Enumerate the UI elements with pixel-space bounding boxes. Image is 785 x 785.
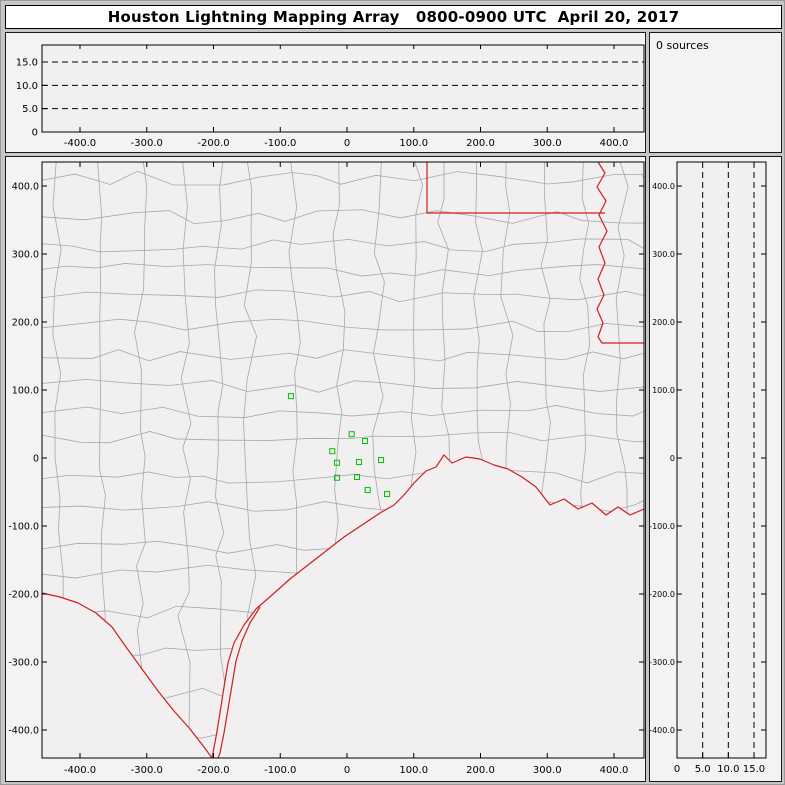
county-line bbox=[42, 289, 644, 303]
lma-station-marker bbox=[356, 459, 363, 466]
x-tick-label: 10.0 bbox=[717, 764, 739, 775]
altitude-ew-plot[interactable]: 15.0 10.0 5.0 0 -400.0 -300.0 -200.0 -100.0 0 100… bbox=[6, 33, 645, 152]
coastline bbox=[211, 454, 645, 759]
x-tick-label: -100.0 bbox=[264, 138, 296, 149]
lma-station-marker bbox=[362, 438, 369, 444]
map-background bbox=[42, 162, 644, 758]
lma-station-marker bbox=[348, 431, 355, 438]
y-tick-label: -400.0 bbox=[650, 726, 675, 735]
county-line bbox=[42, 318, 644, 332]
y-tick-label: -300.0 bbox=[8, 658, 39, 669]
map-panel: -400.0 -300.0 -200.0 -100.0 0 100.0 200.0 300.0… bbox=[5, 156, 646, 782]
x-tick-label: 0 bbox=[344, 138, 350, 149]
county-line bbox=[177, 162, 192, 758]
lma-station-marker bbox=[333, 474, 340, 481]
county-line bbox=[42, 263, 644, 277]
lma-station-marker bbox=[378, 457, 385, 464]
lma-station-marker bbox=[364, 486, 371, 493]
x-tick-label: -400.0 bbox=[64, 138, 96, 149]
x-tick-label: 100.0 bbox=[399, 765, 428, 776]
x-tick-label: -100.0 bbox=[264, 765, 296, 776]
x-tick-label: 200.0 bbox=[466, 765, 495, 776]
y-tick-label: 400.0 bbox=[652, 182, 675, 191]
county-line bbox=[42, 470, 644, 484]
county-line bbox=[42, 431, 644, 444]
x-tick-label: -400.0 bbox=[64, 765, 96, 776]
x-tick-label: -300.0 bbox=[131, 138, 163, 149]
y-tick-label: 0 bbox=[670, 454, 675, 463]
map-plot-area[interactable] bbox=[41, 161, 645, 759]
y-tick-label: 100.0 bbox=[12, 386, 39, 397]
y-tick-label: -300.0 bbox=[650, 658, 675, 667]
county-line bbox=[214, 162, 226, 758]
state-borders bbox=[41, 161, 645, 759]
sources-panel: 0 sources bbox=[649, 32, 782, 153]
y-tick-label: -100.0 bbox=[650, 522, 675, 531]
y-tick-label: 5.0 bbox=[22, 104, 38, 115]
plan-view-plot[interactable]: -400.0 -300.0 -200.0 -100.0 0 100.0 200.0 300.0… bbox=[6, 157, 645, 781]
lma-station-marker bbox=[384, 491, 391, 498]
barrier-island bbox=[217, 606, 261, 759]
x-tick-label: 15.0 bbox=[743, 764, 765, 775]
county-line bbox=[42, 238, 644, 253]
x-tick-label: 0 bbox=[344, 765, 350, 776]
county-line bbox=[42, 379, 644, 393]
y-tick-label: 400.0 bbox=[12, 182, 39, 193]
page-title: Houston Lightning Mapping Array 0800-090… bbox=[107, 8, 680, 26]
county-line bbox=[42, 349, 644, 362]
y-tick-label: -100.0 bbox=[8, 522, 39, 533]
altitude-ns-plot[interactable]: 0 5.0 10.0 15.0 400.0 300.0 200.0 100.0 0 -100.0 -… bbox=[650, 157, 781, 781]
altitude-ns-panel: 0 5.0 10.0 15.0 400.0 300.0 200.0 100.0 0 -100.0 -… bbox=[649, 156, 782, 782]
x-tick-label: 200.0 bbox=[466, 138, 495, 149]
y-tick-label: 300.0 bbox=[12, 250, 39, 261]
lma-stations bbox=[287, 393, 391, 498]
x-tick-label: -300.0 bbox=[131, 765, 163, 776]
y-tick-label: 15.0 bbox=[16, 58, 38, 69]
y-tick-label: -200.0 bbox=[650, 590, 675, 599]
lma-station-marker bbox=[287, 393, 294, 400]
x-tick-label: 400.0 bbox=[600, 138, 629, 149]
x-tick-label: 400.0 bbox=[600, 765, 629, 776]
y-tick-label: 10.0 bbox=[16, 81, 38, 92]
altitude-ew-plot-area[interactable] bbox=[41, 44, 645, 133]
altitude-ew-panel: 15.0 10.0 5.0 0 -400.0 -300.0 -200.0 -100.0 0 100… bbox=[5, 32, 646, 153]
x-tick-label: -200.0 bbox=[197, 765, 229, 776]
state-border-river bbox=[596, 161, 644, 344]
altitude-ns-plot-area[interactable] bbox=[676, 161, 767, 759]
x-tick-label: 100.0 bbox=[399, 138, 428, 149]
y-tick-label: -400.0 bbox=[8, 726, 39, 737]
x-tick-label: 300.0 bbox=[533, 765, 562, 776]
y-tick-label: 100.0 bbox=[652, 386, 675, 395]
x-tick-label: 5.0 bbox=[695, 764, 711, 775]
y-tick-label: 300.0 bbox=[652, 250, 675, 259]
lma-station-marker bbox=[333, 459, 340, 466]
x-tick-label: -200.0 bbox=[197, 138, 229, 149]
rio-grande-border bbox=[41, 592, 213, 759]
y-tick-label: 0 bbox=[33, 454, 39, 465]
y-tick-label: 200.0 bbox=[12, 318, 39, 329]
county-line bbox=[42, 405, 644, 418]
lma-station-marker bbox=[329, 448, 336, 455]
sources-count: 0 sources bbox=[656, 39, 709, 52]
y-tick-label: 200.0 bbox=[652, 318, 675, 327]
lma-station-marker bbox=[354, 474, 361, 481]
y-tick-label: -200.0 bbox=[8, 590, 39, 601]
x-tick-label: 0 bbox=[674, 764, 680, 775]
state-border-line bbox=[426, 162, 605, 214]
title-bar: Houston Lightning Mapping Array 0800-090… bbox=[5, 5, 782, 29]
county-line bbox=[42, 170, 644, 186]
x-tick-label: 300.0 bbox=[533, 138, 562, 149]
y-tick-label: 0 bbox=[32, 128, 38, 139]
